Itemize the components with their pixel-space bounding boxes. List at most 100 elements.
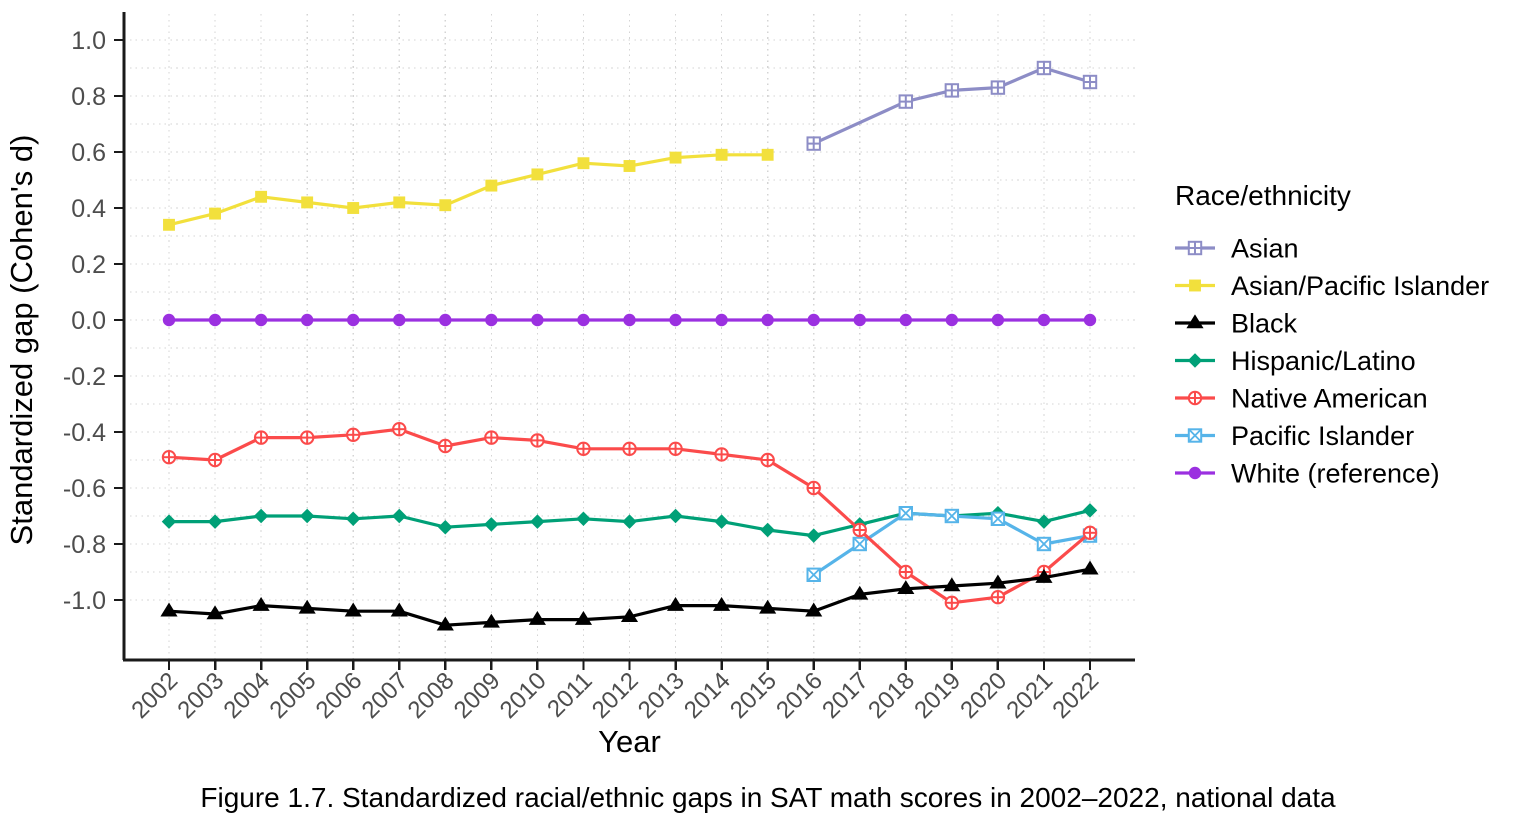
x-tick-label: 2005 <box>265 667 322 724</box>
data-point-marker <box>622 441 637 456</box>
x-tick-label: 2011 <box>542 667 598 723</box>
data-point-marker <box>622 514 637 529</box>
data-point-marker <box>393 313 406 327</box>
data-point-marker <box>714 447 729 462</box>
x-axis-title: Year <box>598 724 661 759</box>
data-point-marker <box>761 148 774 161</box>
y-tick-label: 0.2 <box>71 251 106 279</box>
x-tick-label: 2015 <box>725 667 782 724</box>
x-tick-label: 2012 <box>587 667 644 724</box>
x-tick-label: 2009 <box>449 667 506 724</box>
data-point-marker <box>1187 428 1203 443</box>
data-point-marker <box>897 580 915 595</box>
data-point-marker <box>852 536 867 552</box>
data-point-marker <box>253 430 269 445</box>
data-point-marker <box>990 80 1006 95</box>
data-point-marker <box>577 157 590 170</box>
legend-item-asian-pacific-islander[interactable]: Asian/Pacific Islander <box>1175 271 1489 301</box>
y-tick-label: -0.4 <box>63 419 106 447</box>
data-point-marker <box>1036 514 1052 529</box>
legend-item-white-reference[interactable]: White (reference) <box>1175 459 1440 489</box>
data-point-marker <box>344 602 362 617</box>
data-point-marker <box>714 514 729 529</box>
legend-item-asian[interactable]: Asian <box>1175 234 1299 264</box>
data-point-marker <box>1035 568 1053 583</box>
x-tick-label: 2021 <box>1001 667 1058 724</box>
data-point-marker <box>668 508 683 524</box>
data-point-marker <box>945 313 959 327</box>
data-point-marker <box>898 564 913 580</box>
y-axis-title: Standardized gap (Cohen's d) <box>4 135 39 546</box>
data-point-marker <box>1081 560 1099 575</box>
data-point-marker <box>851 585 869 600</box>
legend-item-label: Black <box>1231 309 1298 339</box>
x-tick-label: 2010 <box>495 667 552 724</box>
data-point-marker <box>666 596 685 611</box>
axis-layer <box>114 12 1135 670</box>
data-point-marker <box>761 313 774 327</box>
data-point-marker <box>163 218 175 231</box>
data-point-marker <box>301 196 314 209</box>
y-tick-label: 1.0 <box>71 27 106 55</box>
data-point-marker <box>253 508 269 524</box>
legend-item-hispanic-latino[interactable]: Hispanic/Latino <box>1175 346 1416 376</box>
legend-item-native-american[interactable]: Native American <box>1175 384 1428 414</box>
legend-item-label: Pacific Islander <box>1231 421 1414 451</box>
data-point-marker <box>944 508 960 524</box>
x-tick-label: 2020 <box>955 667 1012 724</box>
data-point-marker <box>209 207 222 220</box>
legend-item-pacific-islander[interactable]: Pacific Islander <box>1175 421 1414 451</box>
data-point-marker <box>668 441 683 456</box>
legend-item-black[interactable]: Black <box>1175 309 1298 339</box>
data-point-marker <box>255 190 268 203</box>
data-point-marker <box>162 313 176 327</box>
data-point-marker <box>484 430 499 445</box>
data-point-marker <box>715 313 728 327</box>
data-point-marker <box>806 136 821 151</box>
data-point-marker <box>346 427 361 442</box>
y-tick-label: -0.6 <box>63 475 106 503</box>
data-point-marker <box>530 514 545 529</box>
data-point-marker <box>530 433 545 448</box>
data-point-marker <box>485 179 498 192</box>
data-point-marker <box>208 313 222 327</box>
data-point-marker <box>531 313 544 327</box>
series-line <box>167 153 770 227</box>
series-asian-pacific-islander <box>163 148 774 231</box>
data-point-marker <box>576 441 591 456</box>
x-tick-label: 2003 <box>172 667 229 724</box>
data-point-marker <box>299 430 315 445</box>
data-point-marker <box>806 567 821 582</box>
data-point-marker <box>528 610 546 625</box>
data-point-marker <box>943 577 961 592</box>
data-point-marker <box>161 450 177 465</box>
data-point-marker <box>392 508 407 524</box>
x-tick-label: 2002 <box>126 667 183 724</box>
data-point-marker <box>390 602 408 617</box>
series-line <box>812 66 1092 146</box>
data-point-marker <box>990 590 1006 605</box>
data-point-marker <box>669 313 682 327</box>
data-point-marker <box>1082 525 1098 540</box>
data-point-marker <box>436 616 454 631</box>
x-tick-label: 2014 <box>679 667 736 724</box>
data-point-marker <box>438 519 453 535</box>
data-point-marker <box>206 605 224 620</box>
data-point-marker <box>1082 74 1098 90</box>
data-point-marker <box>347 202 360 214</box>
y-tick-label: -0.8 <box>63 531 106 559</box>
data-point-marker <box>392 422 407 437</box>
data-point-marker <box>207 514 223 529</box>
legend-layer: Race/ethnicity Asian Asian/Pacific Islande… <box>1175 180 1489 489</box>
x-tick-label: 2007 <box>357 667 414 724</box>
data-point-marker <box>299 508 315 524</box>
x-tick-label: 2004 <box>218 667 275 724</box>
x-tick-label: 2013 <box>633 667 690 724</box>
y-tick-label: 0.0 <box>71 307 106 335</box>
x-tick-label: 2008 <box>403 667 460 724</box>
y-tick-label: 0.6 <box>71 139 106 167</box>
data-point-marker <box>1037 313 1051 327</box>
data-point-marker <box>1186 314 1204 329</box>
y-tick-label: -1.0 <box>63 587 106 615</box>
